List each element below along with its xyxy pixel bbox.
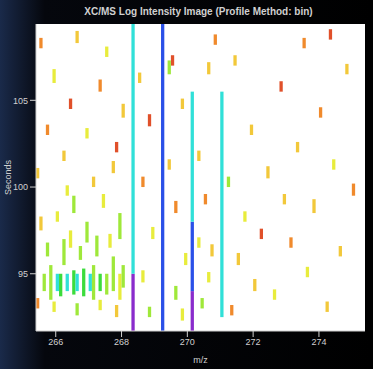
svg-text:95: 95 (18, 269, 28, 279)
svg-text:Seconds: Seconds (3, 159, 13, 195)
html-text:XC/MS Log Intensity Image (Pro: XC/MS Log Intensity Image (Profile Metho… (84, 6, 313, 17)
svg-text:268: 268 (114, 337, 129, 347)
svg-text:100: 100 (13, 182, 28, 192)
svg-text:m/z: m/z (193, 355, 208, 365)
svg-text:272: 272 (246, 337, 261, 347)
svg-text:266: 266 (48, 337, 63, 347)
svg-text:274: 274 (311, 337, 326, 347)
svg-text:270: 270 (180, 337, 195, 347)
svg-text:105: 105 (13, 96, 28, 106)
